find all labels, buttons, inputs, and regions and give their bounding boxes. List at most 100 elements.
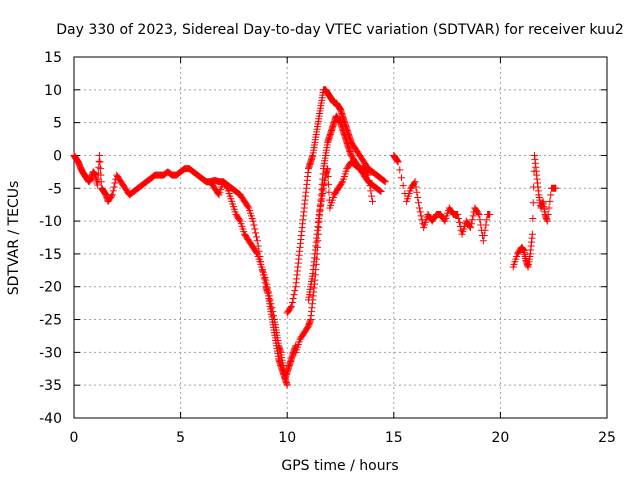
data-point xyxy=(363,170,371,178)
data-point xyxy=(269,308,277,316)
data-point xyxy=(250,221,258,229)
y-tick-label: -40 xyxy=(39,411,62,427)
data-point xyxy=(338,179,346,187)
data-point xyxy=(479,237,487,245)
data-point xyxy=(266,296,274,304)
data-point xyxy=(455,214,463,222)
data-point xyxy=(288,298,296,306)
y-tick-label: -25 xyxy=(39,313,62,329)
data-point xyxy=(413,188,421,196)
data-point xyxy=(97,171,105,179)
x-axis-title: GPS time / hours xyxy=(281,458,398,474)
x-tick-label: 5 xyxy=(176,430,185,446)
data-point xyxy=(252,229,260,237)
data-point xyxy=(547,191,555,199)
data-point xyxy=(455,218,463,226)
data-point xyxy=(97,178,105,186)
data-point xyxy=(375,186,383,194)
data-point xyxy=(110,183,118,191)
data-point xyxy=(324,172,332,180)
data-point xyxy=(108,191,116,199)
x-tick-label: 20 xyxy=(491,430,509,446)
x-tick-label: 25 xyxy=(598,430,616,446)
data-point xyxy=(467,224,475,232)
data-point xyxy=(325,188,333,196)
x-tick-label: 15 xyxy=(385,430,403,446)
data-point xyxy=(475,211,483,219)
data-point xyxy=(528,230,536,238)
data-point xyxy=(486,211,494,219)
data-point xyxy=(546,197,554,205)
data-point xyxy=(290,291,298,299)
y-axis-title: SDTVAR / TECUs xyxy=(6,181,22,296)
data-point xyxy=(264,284,272,292)
data-point xyxy=(483,216,491,224)
y-tick-label: 0 xyxy=(53,148,62,164)
data-point xyxy=(262,276,270,284)
data-point xyxy=(474,209,482,217)
data-point xyxy=(543,217,551,225)
data-point xyxy=(381,178,389,186)
data-point xyxy=(263,280,271,288)
data-point xyxy=(481,226,489,234)
data-point xyxy=(325,180,333,188)
data-point xyxy=(96,158,104,166)
data-point xyxy=(414,193,422,201)
y-tick-label: 15 xyxy=(44,50,62,66)
data-point xyxy=(365,176,373,184)
data-point xyxy=(380,177,388,185)
data-point xyxy=(377,188,385,196)
data-point xyxy=(376,187,384,195)
data-point xyxy=(416,208,424,216)
data-point xyxy=(108,192,116,200)
data-point xyxy=(417,212,425,220)
data-point xyxy=(95,157,103,165)
data-point xyxy=(223,183,231,191)
data-point xyxy=(364,171,372,179)
data-point xyxy=(251,225,259,233)
data-point xyxy=(476,216,484,224)
data-point xyxy=(482,221,490,229)
data-point xyxy=(287,302,295,310)
y-tick-label: -15 xyxy=(39,247,62,263)
data-point xyxy=(397,174,405,182)
data-point xyxy=(380,176,388,184)
y-tick-label: -20 xyxy=(39,280,62,296)
data-point xyxy=(552,184,560,192)
data-point xyxy=(469,212,477,220)
data-point xyxy=(454,211,462,219)
data-point xyxy=(283,381,291,389)
y-tick-label: 10 xyxy=(44,83,62,99)
data-point xyxy=(410,179,418,187)
data-point xyxy=(411,178,419,186)
data-point xyxy=(544,211,552,219)
y-tick-label: 5 xyxy=(53,116,62,132)
data-point xyxy=(394,158,402,166)
data-point xyxy=(235,216,243,224)
data-point xyxy=(368,197,376,205)
data-point xyxy=(324,165,332,173)
data-point xyxy=(287,304,295,312)
data-point xyxy=(366,182,374,190)
data-point xyxy=(96,165,104,173)
y-tick-label: -10 xyxy=(39,214,62,230)
data-point xyxy=(252,233,260,241)
data-point xyxy=(529,214,537,222)
data-point xyxy=(93,181,101,189)
data-point xyxy=(249,217,257,225)
y-tick-label: -30 xyxy=(39,345,62,361)
data-point xyxy=(252,249,260,257)
data-point xyxy=(267,300,275,308)
plot-frame xyxy=(73,56,608,419)
data-point xyxy=(111,179,119,187)
data-point xyxy=(289,295,297,303)
data-point xyxy=(268,304,276,312)
data-point xyxy=(253,237,261,245)
data-point xyxy=(440,216,448,224)
y-tick-label: -5 xyxy=(48,181,62,197)
data-point xyxy=(265,292,273,300)
data-point xyxy=(95,163,103,171)
x-tick-label: 0 xyxy=(70,430,79,446)
data-point xyxy=(467,220,475,228)
data-point xyxy=(480,232,488,240)
